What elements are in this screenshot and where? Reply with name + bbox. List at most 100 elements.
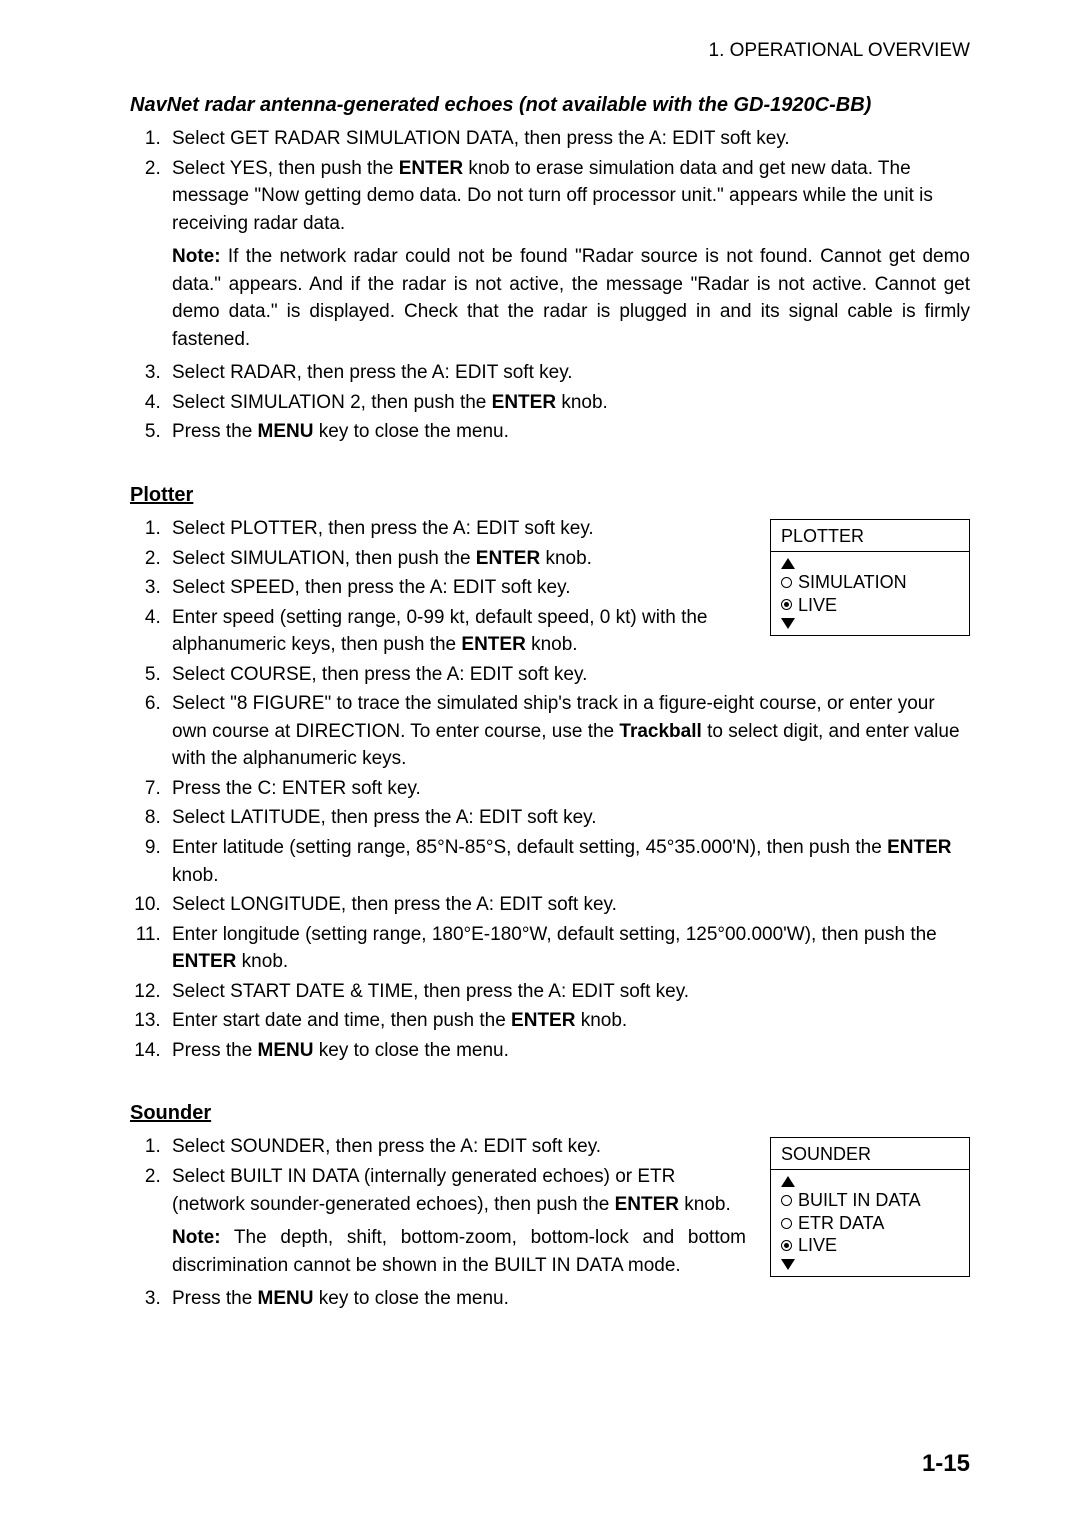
list-item: Press the C: ENTER soft key. xyxy=(166,775,970,803)
bold-text: ENTER xyxy=(476,548,540,569)
radio-label: BUILT IN DATA xyxy=(798,1189,921,1212)
triangle-down-icon xyxy=(781,1259,795,1270)
text: knob. xyxy=(172,865,218,886)
list-item: Press the MENU key to close the menu. xyxy=(166,1285,746,1313)
radio-icon xyxy=(781,1240,792,1251)
bold-text: ENTER xyxy=(887,837,951,858)
text: Select YES, then push the xyxy=(172,158,399,179)
bold-text: ENTER xyxy=(511,1010,575,1031)
list-item: Enter start date and time, then push the… xyxy=(166,1007,970,1035)
radio-label: ETR DATA xyxy=(798,1212,884,1235)
text: knob. xyxy=(540,548,592,569)
text: Select SIMULATION, then push the xyxy=(172,548,476,569)
text: Select GET RADAR SIMULATION DATA, then p… xyxy=(172,128,790,149)
radio-label: LIVE xyxy=(798,1234,837,1257)
text: knob. xyxy=(526,634,578,655)
list-item: Press the MENU key to close the menu. xyxy=(166,1037,970,1065)
list-item: Select BUILT IN DATA (internally generat… xyxy=(166,1163,746,1279)
list-item: Select LONGITUDE, then press the A: EDIT… xyxy=(166,891,970,919)
list-item: Select LATITUDE, then press the A: EDIT … xyxy=(166,804,970,832)
text: Select COURSE, then press the A: EDIT so… xyxy=(172,664,587,685)
page-header: 1. OPERATIONAL OVERVIEW xyxy=(130,40,970,62)
note-label: Note: xyxy=(172,246,221,267)
bold-text: MENU xyxy=(258,1288,314,1309)
plotter-box-title: PLOTTER xyxy=(771,520,969,552)
text: Enter longitude (setting range, 180°E-18… xyxy=(172,924,937,945)
text: knob. xyxy=(556,392,608,413)
radio-option[interactable]: SIMULATION xyxy=(781,571,959,594)
list-item: Select "8 FIGURE" to trace the simulated… xyxy=(166,690,970,773)
text: Enter speed (setting range, 0-99 kt, def… xyxy=(172,607,707,656)
list-item: Select GET RADAR SIMULATION DATA, then p… xyxy=(166,125,970,153)
bold-text: MENU xyxy=(258,1040,314,1061)
bold-text: ENTER xyxy=(461,634,525,655)
list-item: Enter speed (setting range, 0-99 kt, def… xyxy=(166,604,746,659)
list-item: Select SIMULATION, then push the ENTER k… xyxy=(166,545,746,573)
radio-label: LIVE xyxy=(798,594,837,617)
text: Select BUILT IN DATA (internally generat… xyxy=(172,1166,675,1215)
list-item: Press the MENU key to close the menu. xyxy=(166,418,970,446)
triangle-up-icon xyxy=(781,558,795,569)
text: Select LATITUDE, then press the A: EDIT … xyxy=(172,807,597,828)
bold-text: ENTER xyxy=(492,392,556,413)
bold-text: ENTER xyxy=(615,1194,679,1215)
bold-text: MENU xyxy=(258,421,314,442)
list-item: Select PLOTTER, then press the A: EDIT s… xyxy=(166,515,746,543)
section1-title: NavNet radar antenna-generated echoes (n… xyxy=(130,94,970,117)
list-item: Enter latitude (setting range, 85°N-85°S… xyxy=(166,834,970,889)
text: Select LONGITUDE, then press the A: EDIT… xyxy=(172,894,617,915)
sounder-box: SOUNDER BUILT IN DATA ETR DATA LIVE xyxy=(770,1137,970,1277)
list-item: Select START DATE & TIME, then press the… xyxy=(166,978,970,1006)
text: Select SOUNDER, then press the A: EDIT s… xyxy=(172,1136,601,1157)
text: Enter start date and time, then push the xyxy=(172,1010,511,1031)
plotter-box-body: SIMULATION LIVE xyxy=(771,552,969,635)
note-text: The depth, shift, bottom-zoom, bottom-lo… xyxy=(172,1227,746,1276)
page-number: 1-15 xyxy=(922,1450,970,1478)
radio-option[interactable]: BUILT IN DATA xyxy=(781,1189,959,1212)
radio-icon xyxy=(781,1218,792,1229)
text: knob. xyxy=(236,951,288,972)
text: Enter latitude (setting range, 85°N-85°S… xyxy=(172,837,887,858)
text: Select START DATE & TIME, then press the… xyxy=(172,981,689,1002)
triangle-up-icon xyxy=(781,1176,795,1187)
section1-list: Select GET RADAR SIMULATION DATA, then p… xyxy=(130,125,970,446)
plotter-box: PLOTTER SIMULATION LIVE xyxy=(770,519,970,636)
sounder-box-body: BUILT IN DATA ETR DATA LIVE xyxy=(771,1170,969,1276)
radio-option[interactable]: ETR DATA xyxy=(781,1212,959,1235)
text: Press the xyxy=(172,1040,258,1061)
list-item: Select YES, then push the ENTER knob to … xyxy=(166,155,970,354)
section2-list-b: Select "8 FIGURE" to trace the simulated… xyxy=(130,690,970,1064)
text: knob. xyxy=(679,1194,731,1215)
radio-option[interactable]: LIVE xyxy=(781,1234,959,1257)
text: Select SIMULATION 2, then push the xyxy=(172,392,492,413)
triangle-down-icon xyxy=(781,618,795,629)
list-item: Select SOUNDER, then press the A: EDIT s… xyxy=(166,1133,746,1161)
radio-icon xyxy=(781,577,792,588)
section3-title: Sounder xyxy=(130,1102,970,1125)
radio-icon xyxy=(781,599,792,610)
note-block: Note: If the network radar could not be … xyxy=(172,243,970,353)
list-item: Select COURSE, then press the A: EDIT so… xyxy=(166,661,746,689)
list-item: Select SPEED, then press the A: EDIT sof… xyxy=(166,574,746,602)
bold-text: ENTER xyxy=(399,158,463,179)
list-item: Enter longitude (setting range, 180°E-18… xyxy=(166,921,970,976)
radio-option[interactable]: LIVE xyxy=(781,594,959,617)
section2-title: Plotter xyxy=(130,484,970,507)
radio-icon xyxy=(781,1195,792,1206)
list-item: Select SIMULATION 2, then push the ENTER… xyxy=(166,389,970,417)
text: Select SPEED, then press the A: EDIT sof… xyxy=(172,577,570,598)
note-text: If the network radar could not be found … xyxy=(172,246,970,350)
text: Press the xyxy=(172,421,258,442)
note-label: Note: xyxy=(172,1227,221,1248)
bold-text: ENTER xyxy=(172,951,236,972)
section3-list: Select SOUNDER, then press the A: EDIT s… xyxy=(130,1133,746,1312)
sounder-box-title: SOUNDER xyxy=(771,1138,969,1170)
note-block: Note: The depth, shift, bottom-zoom, bot… xyxy=(172,1224,746,1279)
list-item: Select RADAR, then press the A: EDIT sof… xyxy=(166,359,970,387)
text: key to close the menu. xyxy=(314,421,509,442)
text: key to close the menu. xyxy=(314,1288,509,1309)
text: key to close the menu. xyxy=(314,1040,509,1061)
text: Press the xyxy=(172,1288,258,1309)
text: Select RADAR, then press the A: EDIT sof… xyxy=(172,362,573,383)
text: knob. xyxy=(575,1010,627,1031)
